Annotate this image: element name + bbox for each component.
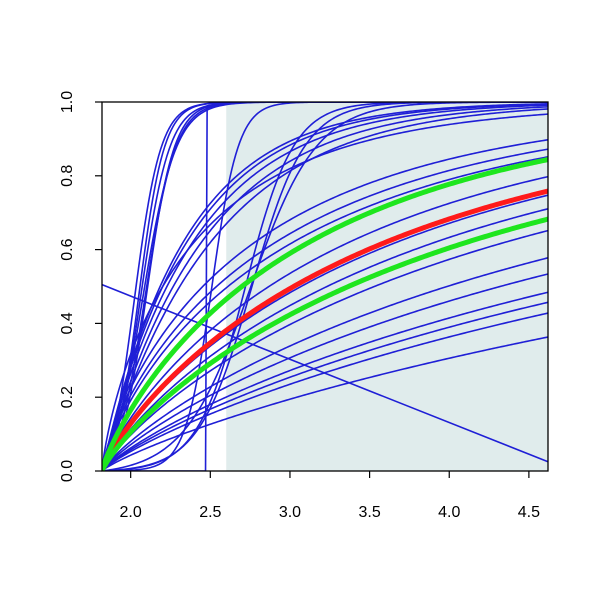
series-line-blue-0 — [102, 108, 548, 471]
series-line-green-33 — [102, 157, 548, 471]
axes: 2.0 2.5 3.0 3.5 4.0 4.5 0.0 0.2 0.4 0.6 0.8 1.0 — [59, 91, 549, 521]
series-line-blue-31 — [102, 283, 548, 463]
series-line-blue-16 — [102, 291, 548, 471]
series-line-blue-14 — [102, 256, 548, 471]
y-tick-label: 0.8 — [59, 165, 76, 187]
y-tick-label: 0.6 — [59, 238, 76, 260]
series-line-blue-5 — [102, 113, 548, 471]
x-tick-label: 4.0 — [438, 504, 460, 521]
series-line-blue-19 — [102, 336, 548, 471]
series-line-blue-9 — [102, 175, 548, 471]
shaded-region — [226, 102, 548, 471]
series-line-blue-20 — [102, 102, 548, 471]
y-tick-label: 0.0 — [59, 460, 76, 482]
series-line-blue-22 — [102, 102, 548, 471]
series-line-blue-1 — [102, 106, 548, 471]
series-line-blue-4 — [102, 103, 548, 471]
x-tick-label: 3.0 — [279, 504, 301, 521]
series-line-blue-8 — [102, 156, 548, 471]
series-line-blue-11 — [102, 207, 548, 471]
x-tick-label: 2.5 — [199, 504, 221, 521]
series-line-green-34 — [102, 216, 548, 471]
plot-frame — [101, 101, 549, 472]
series-line-blue-13 — [102, 229, 548, 471]
series-line-blue-3 — [102, 103, 548, 471]
series-line-blue-21 — [102, 102, 548, 471]
series-line-blue-15 — [102, 273, 548, 471]
x-tick-label: 4.5 — [518, 504, 540, 521]
y-tick-label: 1.0 — [59, 91, 76, 113]
plot-area — [102, 102, 548, 471]
series-line-blue-24 — [102, 102, 548, 471]
y-tick-label: 0.2 — [59, 386, 76, 408]
series-line-blue-7 — [102, 148, 548, 471]
y-tick-label: 0.4 — [59, 312, 76, 334]
series-line-blue-30 — [102, 102, 548, 471]
x-tick-label: 2.0 — [120, 504, 142, 521]
x-tick-label: 3.5 — [358, 504, 380, 521]
series-line-blue-17 — [102, 301, 548, 471]
series-line-red-32 — [102, 188, 548, 471]
series-line-blue-6 — [102, 138, 548, 471]
series-line-blue-2 — [102, 104, 548, 471]
